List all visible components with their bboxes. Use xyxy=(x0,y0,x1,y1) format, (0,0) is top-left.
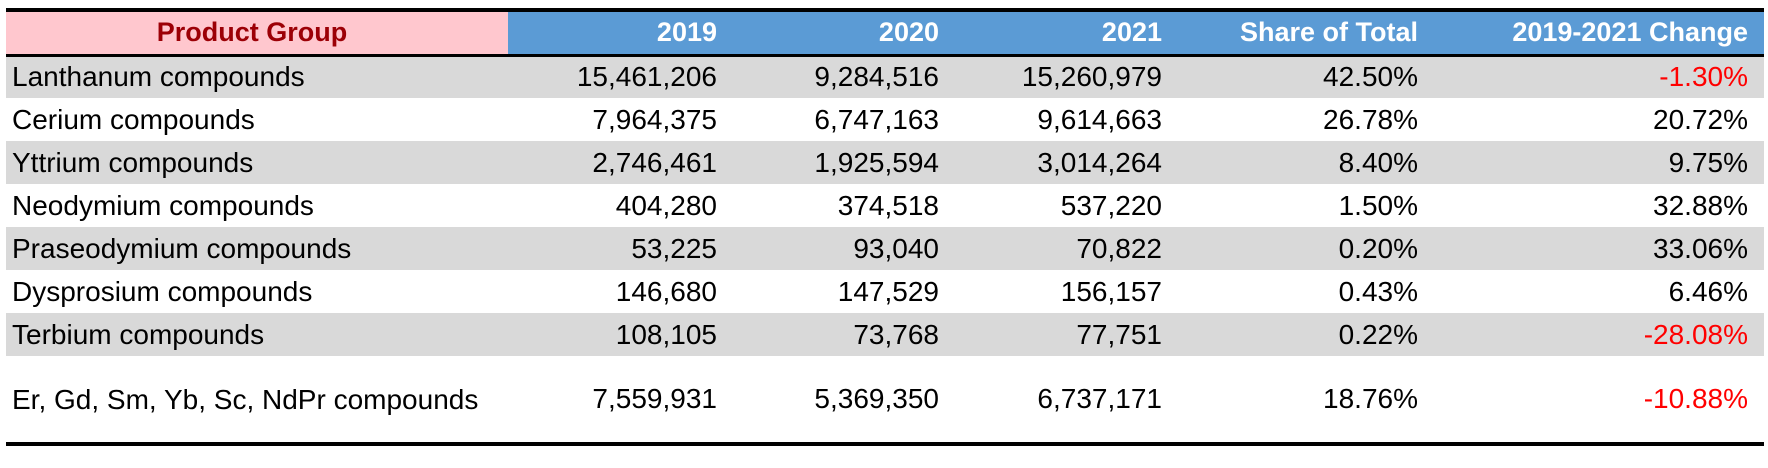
value-2020-cell: 6,747,163 xyxy=(814,103,939,135)
table-row: Terbium compounds 108,105 73,768 77,751 … xyxy=(6,313,1764,356)
share-cell: 42.50% xyxy=(1178,55,1434,98)
value-2020-cell: 1,925,594 xyxy=(733,141,955,184)
value-2021-cell: 3,014,264 xyxy=(955,141,1178,184)
table-row: Er, Gd, Sm, Yb, Sc, NdPr compounds 7,559… xyxy=(6,356,1764,444)
value-2020-cell: 73,768 xyxy=(733,313,955,356)
change-cell: 33.06% xyxy=(1434,227,1764,270)
product-group-table: Product Group 2019 2020 2021 Share of To… xyxy=(6,8,1764,446)
product-group-cell: Dysprosium compounds xyxy=(12,275,313,307)
value-2021-cell: 537,220 xyxy=(1060,189,1162,221)
value-2020-cell: 147,529 xyxy=(837,275,939,307)
share-cell: 0.22% xyxy=(1178,313,1434,356)
share-cell: 18.76% xyxy=(1323,383,1418,414)
value-2019-cell: 15,461,206 xyxy=(508,55,733,98)
data-table-container: Product Group 2019 2020 2021 Share of To… xyxy=(6,8,1764,446)
change-cell: -28.08% xyxy=(1434,313,1764,356)
share-cell: 0.43% xyxy=(1338,275,1418,307)
value-2019-cell: 404,280 xyxy=(615,189,717,221)
value-2020-cell: 5,369,350 xyxy=(814,383,939,414)
value-2021-cell: 156,157 xyxy=(1060,275,1162,307)
column-header-product-group: Product Group xyxy=(6,10,508,57)
table-body: Lanthanum compounds 15,461,206 9,284,516… xyxy=(6,55,1764,444)
table-row: Lanthanum compounds 15,461,206 9,284,516… xyxy=(6,55,1764,98)
value-2019-cell: 108,105 xyxy=(508,313,733,356)
table-row: Neodymium compounds 404,280 374,518 537,… xyxy=(6,184,1764,227)
table-row: Dysprosium compounds 146,680 147,529 156… xyxy=(6,270,1764,313)
change-cell: 6.46% xyxy=(1668,275,1748,307)
product-group-cell: Lanthanum compounds xyxy=(6,55,508,98)
column-header-2020: 2020 xyxy=(733,10,955,57)
table-row: Cerium compounds 7,964,375 6,747,163 9,6… xyxy=(6,98,1764,141)
table-row: Praseodymium compounds 53,225 93,040 70,… xyxy=(6,227,1764,270)
share-cell: 0.20% xyxy=(1178,227,1434,270)
column-header-2021: 2021 xyxy=(955,10,1178,57)
change-cell: -10.88% xyxy=(1643,383,1748,414)
value-2020-cell: 93,040 xyxy=(733,227,955,270)
value-2021-cell: 77,751 xyxy=(955,313,1178,356)
table-row: Yttrium compounds 2,746,461 1,925,594 3,… xyxy=(6,141,1764,184)
value-2019-cell: 7,559,931 xyxy=(592,383,717,414)
column-header-share-of-total: Share of Total xyxy=(1178,10,1434,57)
column-header-change: 2019-2021 Change xyxy=(1434,10,1764,57)
value-2021-cell: 15,260,979 xyxy=(955,55,1178,98)
value-2021-cell: 9,614,663 xyxy=(1037,103,1162,135)
product-group-cell: Neodymium compounds xyxy=(12,189,314,221)
change-cell: 32.88% xyxy=(1653,189,1748,221)
value-2021-cell: 6,737,171 xyxy=(1037,383,1162,414)
product-group-cell: Praseodymium compounds xyxy=(6,227,508,270)
change-cell: 20.72% xyxy=(1653,103,1748,135)
share-cell: 8.40% xyxy=(1178,141,1434,184)
product-group-cell: Terbium compounds xyxy=(6,313,508,356)
value-2020-cell: 9,284,516 xyxy=(733,55,955,98)
value-2019-cell: 2,746,461 xyxy=(508,141,733,184)
change-cell: 9.75% xyxy=(1434,141,1764,184)
product-group-cell: Er, Gd, Sm, Yb, Sc, NdPr compounds xyxy=(12,383,479,415)
header-row: Product Group 2019 2020 2021 Share of To… xyxy=(6,10,1764,57)
value-2021-cell: 70,822 xyxy=(955,227,1178,270)
change-cell: -1.30% xyxy=(1434,55,1764,98)
column-header-2019: 2019 xyxy=(508,10,733,57)
value-2019-cell: 7,964,375 xyxy=(592,103,717,135)
value-2019-cell: 53,225 xyxy=(508,227,733,270)
product-group-cell: Cerium compounds xyxy=(12,103,255,135)
share-cell: 1.50% xyxy=(1338,189,1418,221)
product-group-cell: Yttrium compounds xyxy=(6,141,508,184)
value-2020-cell: 374,518 xyxy=(837,189,939,221)
share-cell: 26.78% xyxy=(1323,103,1418,135)
value-2019-cell: 146,680 xyxy=(615,275,717,307)
